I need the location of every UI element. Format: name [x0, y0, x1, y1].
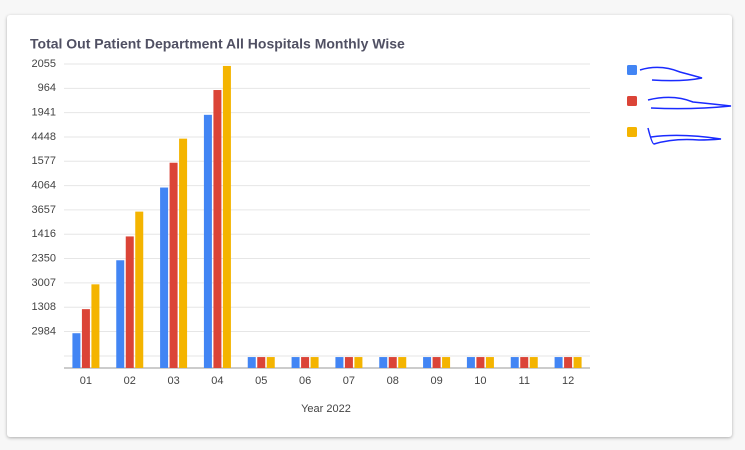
- x-tick-label: 10: [474, 375, 486, 387]
- redaction: [647, 96, 732, 110]
- x-tick-label: 01: [80, 375, 92, 387]
- y-tick-label: 1941: [32, 107, 56, 119]
- x-tick-label: 12: [562, 375, 574, 387]
- x-tick-label: 09: [430, 375, 442, 387]
- x-tick-label: 03: [167, 375, 179, 387]
- bar: [203, 114, 212, 368]
- x-tick-label: 07: [343, 375, 355, 387]
- x-tick-label: 05: [255, 375, 267, 387]
- bar: [247, 357, 256, 368]
- bar: [335, 357, 344, 368]
- bar: [72, 333, 81, 368]
- y-tick-label: 1308: [32, 301, 56, 313]
- bar: [222, 65, 231, 368]
- chart-title: Total Out Patient Department All Hospita…: [30, 36, 405, 52]
- bar: [423, 357, 432, 368]
- x-tick-label: 06: [299, 375, 311, 387]
- bar: [554, 357, 563, 368]
- legend: [639, 66, 732, 145]
- bar: [573, 357, 582, 368]
- bar: [169, 162, 178, 368]
- bar: [466, 357, 475, 368]
- x-axis-title: Year 2022: [301, 403, 351, 415]
- bar: [442, 357, 451, 368]
- bar: [135, 211, 144, 368]
- redaction: [647, 127, 722, 145]
- x-tick-label: 04: [211, 375, 223, 387]
- bar: [398, 357, 407, 368]
- bar: [257, 357, 266, 368]
- bar: [485, 357, 494, 368]
- legend-swatch: [627, 127, 637, 137]
- bar: [125, 236, 134, 368]
- bar: [81, 309, 90, 368]
- bar: [510, 357, 519, 368]
- y-tick-label: 1577: [32, 155, 56, 167]
- bar: [179, 138, 188, 368]
- bar: [432, 357, 441, 368]
- y-tick-label: 1416: [32, 228, 56, 240]
- y-tick-label: 4448: [32, 131, 56, 143]
- bar: [529, 357, 538, 368]
- bar: [354, 357, 363, 368]
- bar: [266, 357, 275, 368]
- legend-swatch: [627, 96, 637, 106]
- bar: [116, 260, 125, 368]
- bar: [160, 187, 169, 368]
- y-tick-label: 964: [38, 82, 56, 94]
- bar: [310, 357, 319, 368]
- x-tick-label: 11: [519, 375, 530, 387]
- y-tick-label: 2984: [32, 325, 56, 337]
- y-tick-label: 4064: [32, 180, 56, 192]
- bar: [213, 90, 222, 368]
- y-tick-label: 3657: [32, 204, 56, 216]
- bar: [291, 357, 300, 368]
- redaction: [639, 66, 703, 82]
- bar: [476, 357, 485, 368]
- bar: [564, 357, 573, 368]
- legend-swatch: [627, 65, 637, 75]
- bar: [344, 357, 353, 368]
- y-tick-label: 2055: [32, 58, 56, 70]
- y-tick-label: 3007: [32, 277, 56, 289]
- bar: [301, 357, 310, 368]
- bar: [520, 357, 529, 368]
- y-tick-label: 2350: [32, 252, 56, 264]
- bar: [91, 284, 100, 368]
- x-tick-label: 02: [124, 375, 136, 387]
- bar: [379, 357, 388, 368]
- bar: [388, 357, 397, 368]
- x-tick-label: 08: [387, 375, 399, 387]
